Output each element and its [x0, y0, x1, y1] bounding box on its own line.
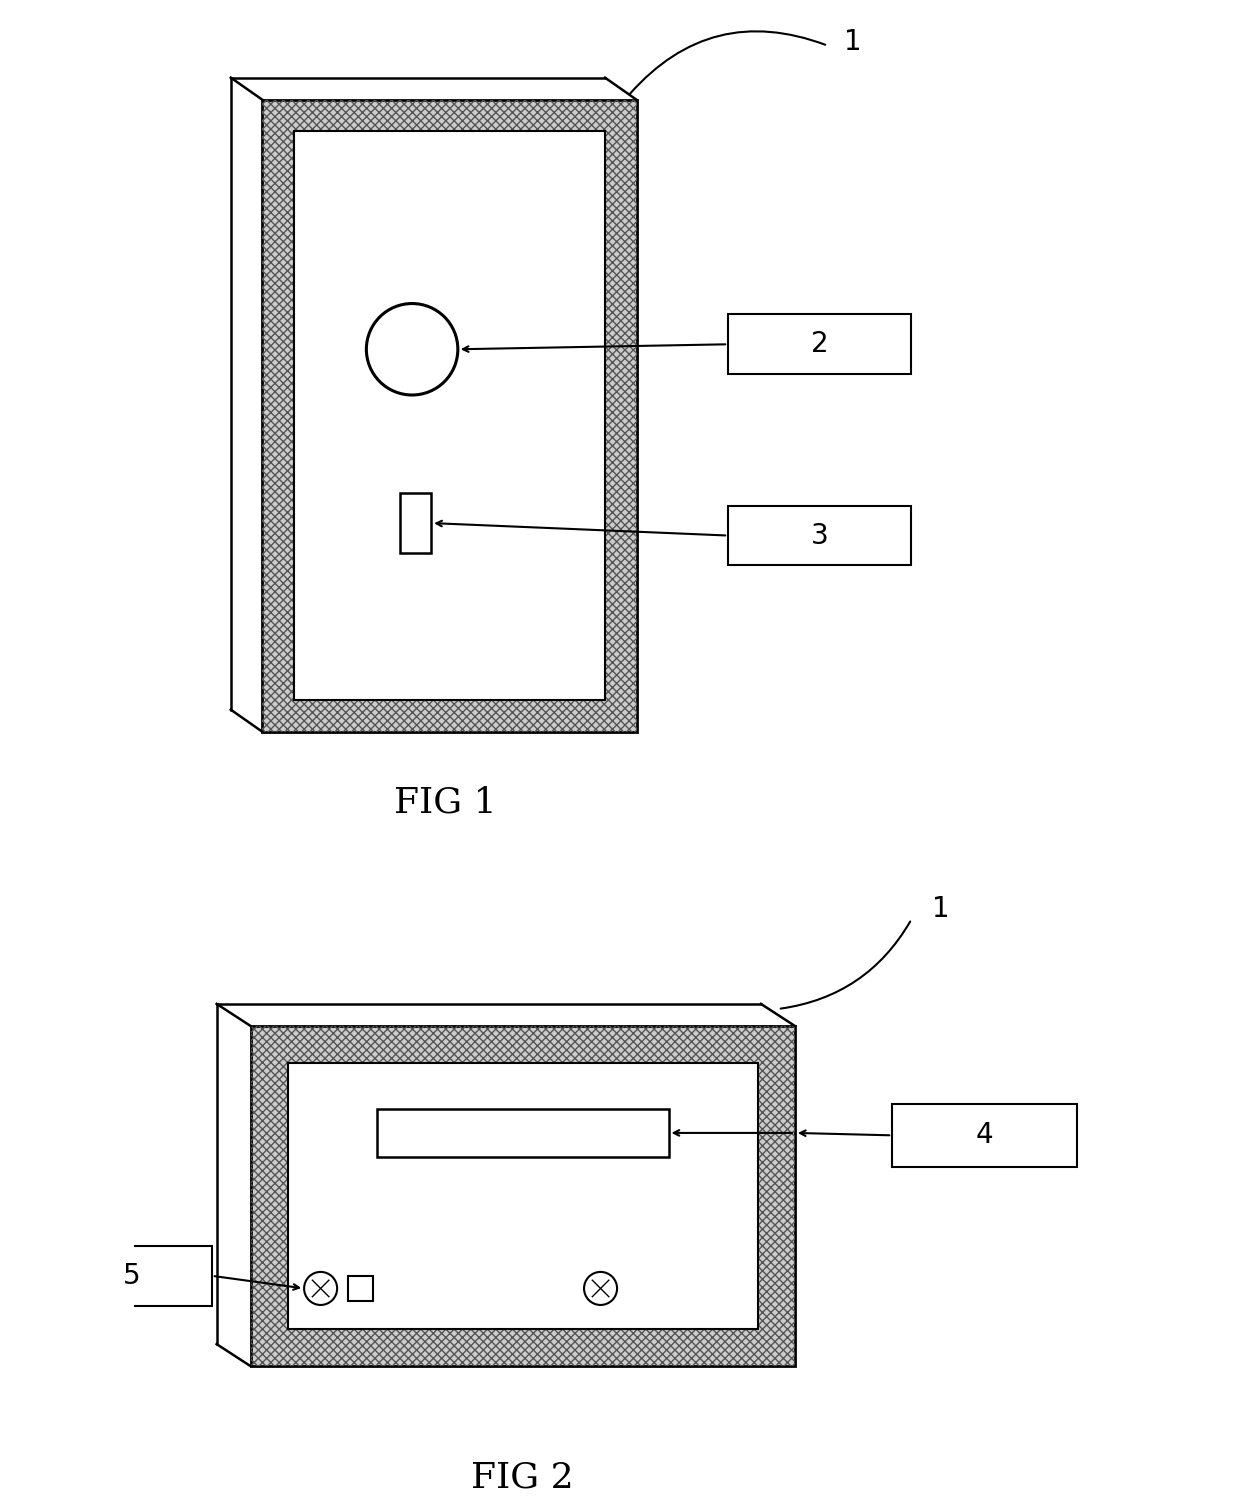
Bar	[250, 1027, 795, 1367]
Text: 4: 4	[976, 1122, 993, 1149]
Bar	[294, 132, 605, 700]
Bar	[51, 1246, 212, 1306]
Bar	[892, 1104, 1076, 1167]
Text: 1: 1	[844, 27, 862, 56]
Bar	[288, 1063, 758, 1329]
Bar	[728, 314, 911, 375]
Bar	[348, 1276, 373, 1300]
Bar	[263, 100, 636, 732]
Bar	[263, 100, 636, 732]
Bar	[250, 1027, 795, 1367]
Text: 5: 5	[123, 1263, 140, 1290]
Text: FIG 2: FIG 2	[471, 1461, 574, 1495]
Text: 2: 2	[811, 330, 828, 358]
Text: 3: 3	[811, 522, 828, 549]
Text: 1: 1	[932, 895, 950, 924]
Bar	[399, 493, 432, 553]
Bar	[728, 505, 911, 565]
Text: FIG 1: FIG 1	[394, 786, 497, 820]
Bar	[377, 1108, 668, 1157]
